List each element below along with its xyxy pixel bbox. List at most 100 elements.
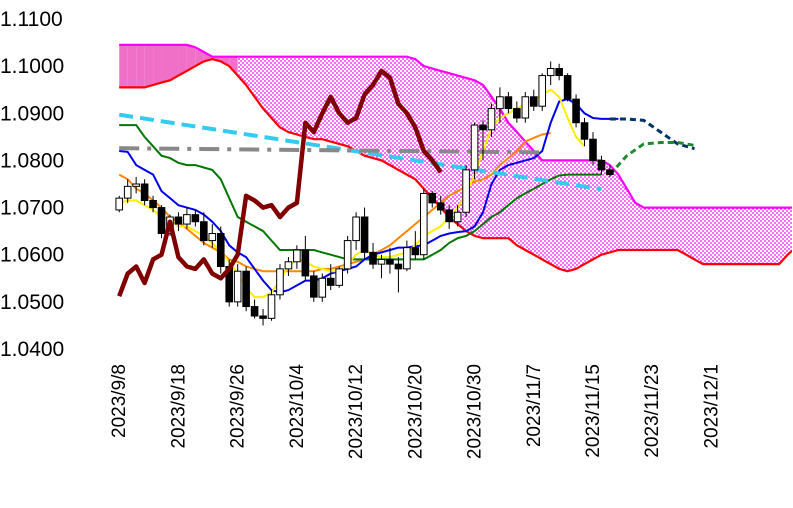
candle-body <box>293 249 301 263</box>
y-tick-label: 1.0700 <box>0 197 64 220</box>
candle-body <box>546 68 555 77</box>
cloud-segment <box>567 160 577 272</box>
cloud-segment <box>652 207 661 250</box>
candle-body <box>419 192 428 256</box>
candle-body <box>216 233 225 267</box>
candle-body <box>538 75 547 107</box>
cloud-segment <box>119 44 128 88</box>
candle-body <box>267 294 276 319</box>
cloud-segment <box>254 56 264 109</box>
cloud-segment <box>702 207 712 265</box>
cloud-segment <box>779 207 788 265</box>
candle-body <box>529 96 538 107</box>
candle-body <box>343 240 352 270</box>
cloud-segment <box>279 56 289 133</box>
cloud-segment <box>592 160 602 260</box>
candle-body <box>445 209 453 223</box>
cloud-segment <box>660 207 670 250</box>
cloud-segment <box>474 80 484 239</box>
cloud-segment <box>381 56 390 166</box>
candle-body <box>208 233 217 242</box>
candle-body <box>580 122 589 140</box>
cloud-segment <box>787 207 792 255</box>
candle-body <box>284 261 293 270</box>
cloud-segment <box>288 56 297 135</box>
candle-body <box>504 96 513 110</box>
candle-body <box>394 263 403 270</box>
y-tick-label: 1.0600 <box>0 244 64 267</box>
cloud-segment <box>322 56 331 142</box>
x-tick-label: 2023/10/4 <box>287 364 308 449</box>
y-tick-label: 1.0400 <box>0 338 64 361</box>
candle-body <box>140 183 149 201</box>
candle-body <box>233 270 242 303</box>
cloud-segment <box>601 160 610 255</box>
cloud-segment <box>753 207 763 265</box>
candle-body <box>513 108 521 119</box>
cloud-segment <box>305 56 314 140</box>
candle-body <box>318 277 327 298</box>
cloud-segment <box>525 141 534 255</box>
y-tick-label: 1.0500 <box>0 291 64 314</box>
base-line <box>119 124 602 261</box>
cloud-segment <box>339 56 348 147</box>
candle-body <box>470 124 479 171</box>
cloud-segment <box>719 207 729 265</box>
cloud-segment <box>432 68 441 208</box>
candle-body <box>496 96 504 110</box>
cloud-segment <box>483 85 492 239</box>
x-tick-label: 2023/10/30 <box>465 364 486 459</box>
candle-body <box>453 211 462 223</box>
cloud-segment <box>711 207 720 265</box>
cloud-segment <box>186 44 196 71</box>
candle-body <box>377 258 386 265</box>
cloud-segment <box>263 56 272 118</box>
cloud-segment <box>533 151 543 260</box>
x-tick-label: 2023/11/23 <box>642 364 663 458</box>
cloud-segment <box>542 160 551 265</box>
leading-span-a <box>119 43 792 209</box>
candle-body <box>369 251 377 265</box>
moving-average-short <box>118 88 586 299</box>
candle-body <box>335 268 343 286</box>
forecast-line-upper <box>609 117 695 151</box>
cloud-segment <box>347 56 357 151</box>
cloud-segment <box>694 207 703 265</box>
leading-span-b <box>119 57 792 273</box>
cloud-segment <box>449 73 458 225</box>
cloud-segment <box>229 56 238 76</box>
y-tick-label: 1.0800 <box>0 149 64 172</box>
y-axis-labels: 1.0400 1.0500 1.0600 1.0700 1.0800 1.0900 1.10… <box>0 8 64 361</box>
candle-body <box>606 169 614 176</box>
cloud-segment <box>169 44 179 81</box>
candle-body <box>115 197 124 211</box>
candle-body <box>157 207 166 234</box>
cloud-segment <box>144 44 154 88</box>
candle-body <box>276 268 284 296</box>
cloud-segment <box>389 56 399 170</box>
candle-body <box>310 275 318 298</box>
candle-body <box>259 315 267 319</box>
cloud-segment <box>161 44 170 83</box>
cloud-segment <box>153 44 162 85</box>
candle-body <box>487 108 496 131</box>
forecast-line-lower <box>608 141 695 176</box>
cloud-segment <box>440 70 450 217</box>
conversion-line <box>119 98 619 294</box>
cloud-segment <box>398 56 407 175</box>
cloud-segment <box>762 207 771 265</box>
candle-body <box>149 200 157 209</box>
cloud-segment <box>635 202 644 250</box>
candle-body <box>589 138 597 161</box>
candle-body <box>521 96 530 119</box>
cloud-segment <box>669 207 678 250</box>
y-tick-label: 1.1000 <box>0 55 64 78</box>
candle-body <box>326 277 335 286</box>
candle-body <box>555 68 563 77</box>
cloud-segment <box>559 160 568 272</box>
x-tick-label: 2023/9/26 <box>228 364 249 449</box>
cloud-segment <box>643 207 653 250</box>
cloud-segment <box>415 59 424 189</box>
cloud-segment <box>618 174 627 250</box>
